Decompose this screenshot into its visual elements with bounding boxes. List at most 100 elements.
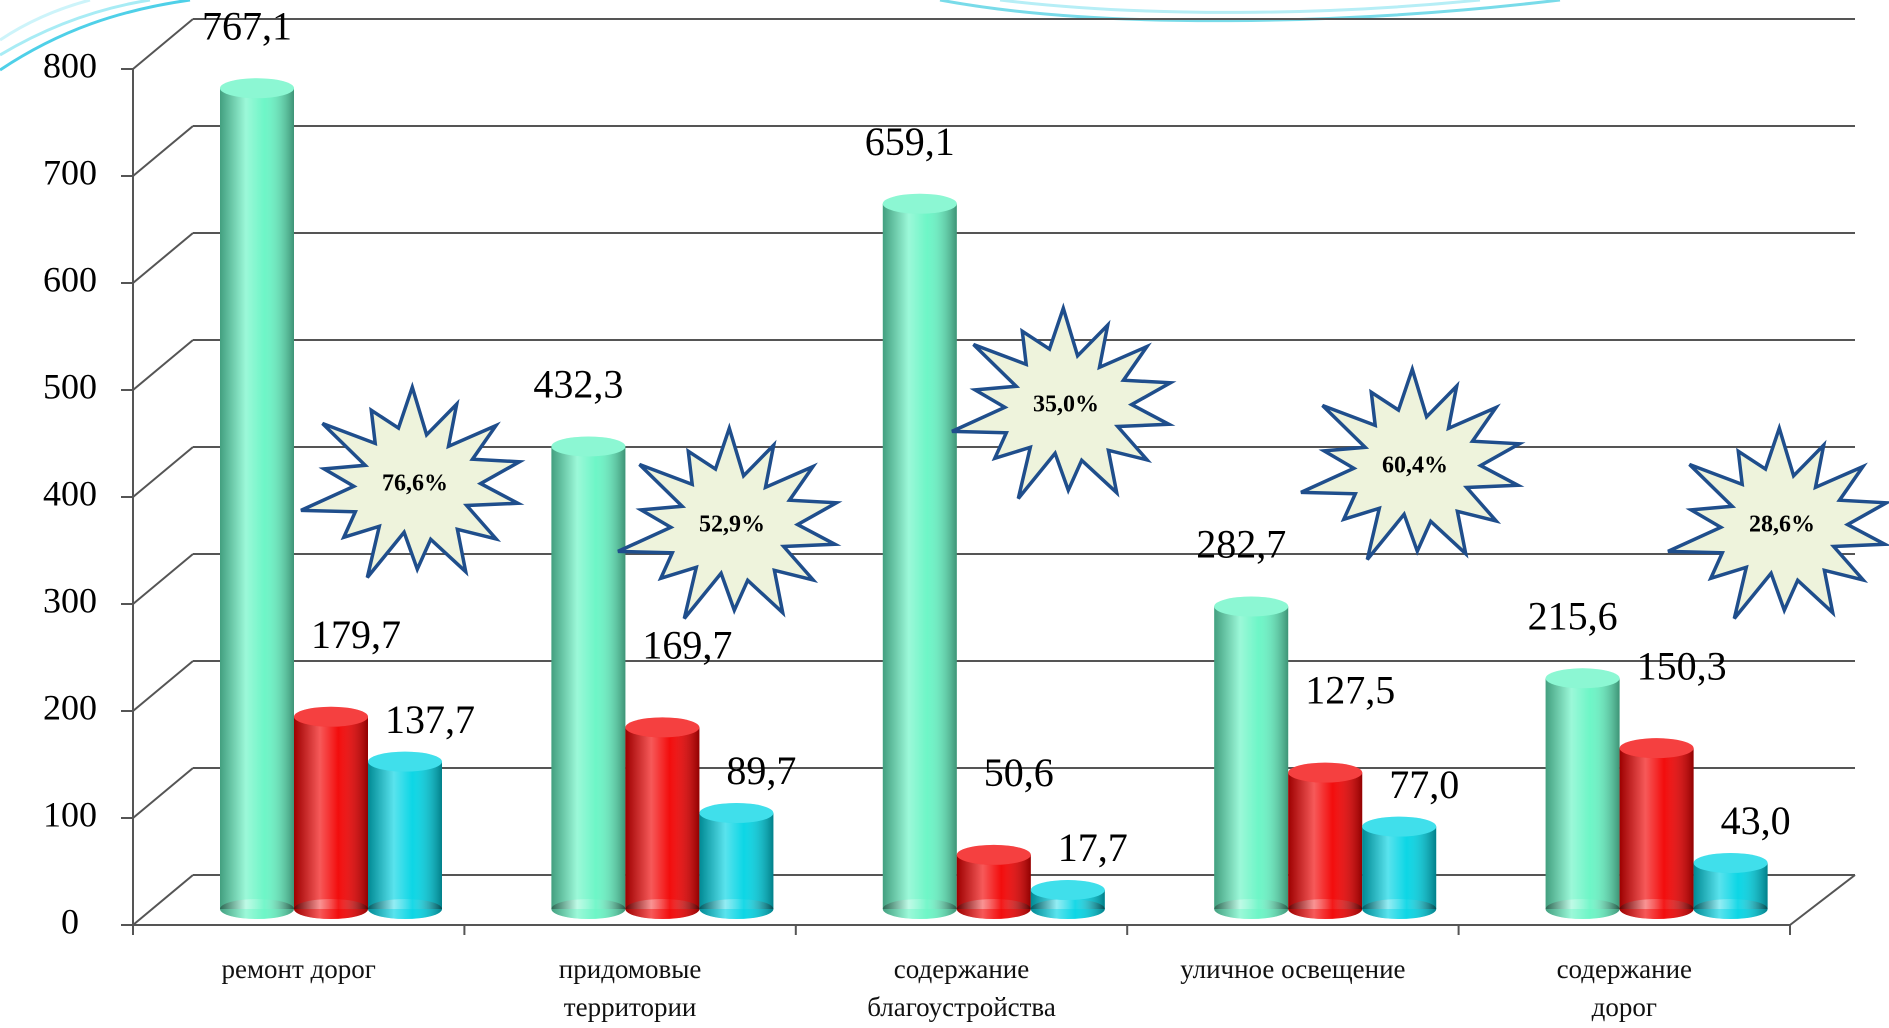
- value-label: 767,1: [202, 3, 292, 48]
- bar-top: [699, 803, 774, 824]
- bar-base-shade: [956, 899, 1031, 919]
- bar-top: [294, 706, 368, 727]
- starburst: [951, 302, 1177, 500]
- bar-base-shade: [368, 899, 442, 919]
- starburst: [1300, 363, 1526, 561]
- value-label: 659,1: [865, 119, 955, 164]
- decor: [0, 0, 1561, 72]
- bar-shade: [1545, 678, 1620, 909]
- annotation: 60,4%: [1382, 453, 1448, 479]
- bar-shade: [699, 813, 774, 909]
- bar-top: [1619, 738, 1694, 759]
- floor-edge: [1789, 874, 1856, 926]
- bar-top: [882, 193, 957, 214]
- cylinder: [368, 751, 442, 919]
- bar-top-light: [699, 803, 774, 824]
- grid-line: [132, 767, 194, 819]
- value-label: 432,3: [533, 362, 623, 407]
- value-label: 17,7: [1058, 825, 1128, 870]
- bar-shade: [882, 203, 957, 909]
- bar-shade: [551, 446, 626, 909]
- value-label: 282,7: [1196, 522, 1286, 567]
- value-label: 43,0: [1721, 798, 1791, 843]
- bar-top: [1288, 762, 1363, 783]
- bar-shade: [368, 761, 442, 909]
- bar-shade: [1214, 606, 1289, 909]
- bar-base-shade: [1288, 899, 1363, 919]
- bar-base-shade: [1693, 899, 1768, 919]
- grid-line: [132, 125, 194, 177]
- bar-base-shade: [294, 899, 368, 919]
- bar-base-shade: [1362, 899, 1437, 919]
- cylinder: [1619, 738, 1694, 919]
- grid-line: [132, 660, 194, 712]
- bar-top-light: [551, 436, 626, 457]
- y-tick-label: 0: [61, 901, 79, 941]
- bar-base-shade: [882, 899, 957, 919]
- grid-line: [132, 232, 194, 284]
- annotation: 35,0%: [1033, 392, 1099, 418]
- annotation: 28,6%: [1749, 512, 1815, 538]
- grid-line: [132, 874, 194, 926]
- cylinder: [625, 717, 700, 919]
- bar-shade: [294, 716, 368, 909]
- y-tick-label: 200: [43, 687, 97, 727]
- bar-top: [956, 844, 1031, 865]
- y-tick-label: 400: [43, 473, 97, 513]
- cylinder: [1362, 816, 1437, 919]
- cylinder: [1693, 852, 1768, 919]
- bar-base-shade: [1545, 899, 1620, 919]
- grid-line: [132, 339, 194, 391]
- bar-top: [1214, 596, 1289, 617]
- value-label: 179,7: [311, 612, 401, 657]
- value-label: 77,0: [1389, 762, 1459, 807]
- x-tick-label: придомовые территории: [558, 954, 702, 1022]
- value-label: 89,7: [726, 748, 796, 793]
- cylinder: [699, 803, 774, 919]
- starburst: [1667, 422, 1889, 620]
- x-tick-label: содержание благоустройства: [867, 954, 1056, 1022]
- bar-base-shade: [1030, 899, 1105, 919]
- bar-top-light: [1288, 762, 1363, 783]
- grid-line: [132, 446, 194, 498]
- bar-top-light: [220, 78, 294, 99]
- grid-line: [132, 18, 194, 70]
- value-label: 50,6: [984, 750, 1054, 795]
- annotation: 52,9%: [699, 512, 765, 538]
- bar-top: [551, 436, 626, 457]
- bar-shade: [1288, 772, 1363, 909]
- bar-top: [1362, 816, 1437, 837]
- y-tick-label: 600: [43, 259, 97, 299]
- y-tick-label: 700: [43, 152, 97, 192]
- bar-top-light: [368, 751, 442, 772]
- bar-top-light: [956, 844, 1031, 865]
- bar-base-shade: [1214, 899, 1289, 919]
- y-tick-label: 500: [43, 366, 97, 406]
- bar-shade: [625, 727, 700, 909]
- bar-top: [1545, 668, 1620, 689]
- cylinder: [1214, 596, 1289, 919]
- bar-top-light: [1362, 816, 1437, 837]
- bar-shade: [220, 88, 294, 909]
- bar-top-light: [1030, 880, 1105, 901]
- bar-top-light: [1545, 668, 1620, 689]
- bar-top: [1693, 852, 1768, 873]
- starburst: [617, 422, 843, 620]
- cylinder: [220, 78, 294, 919]
- cylinder: [1288, 762, 1363, 919]
- bar-base-shade: [1619, 899, 1694, 919]
- value-label: 169,7: [642, 623, 732, 668]
- cylinder: [882, 193, 957, 919]
- bar-top-light: [882, 193, 957, 214]
- bar-base-shade: [220, 899, 294, 919]
- bar-shade: [1362, 826, 1437, 909]
- bar-base-shade: [699, 899, 774, 919]
- cylinder: [551, 436, 626, 919]
- bar-top-light: [1619, 738, 1694, 759]
- y-tick-label: 800: [43, 45, 97, 85]
- x-tick-label: содержание дорог: [1556, 954, 1693, 1022]
- bar-top-light: [1693, 852, 1768, 873]
- bar-top-light: [1214, 596, 1289, 617]
